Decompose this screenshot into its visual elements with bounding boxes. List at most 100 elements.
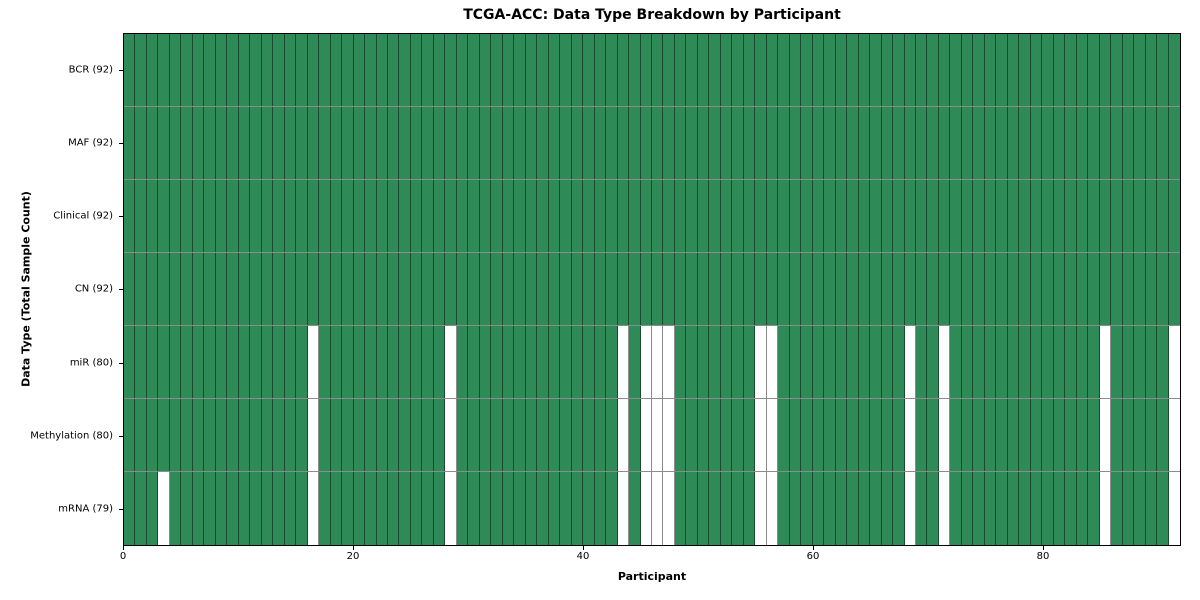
heatmap-cell [388,34,400,106]
heatmap-cell [870,180,882,252]
heatmap-cell [686,107,698,179]
heatmap-cell [571,34,584,106]
heatmap-cell [502,399,515,471]
heatmap-cell [1042,107,1054,179]
heatmap-cell [755,34,767,106]
heatmap-cell [479,326,492,398]
heatmap-cell [755,472,767,545]
heatmap-cell [1030,253,1043,325]
heatmap-cell [893,180,905,252]
heatmap-cell [583,399,595,471]
heatmap-cell [353,253,366,325]
heatmap-cell [456,399,469,471]
heatmap-cell [399,34,411,106]
heatmap-cell [410,34,423,106]
heatmap-cell [1053,472,1066,545]
heatmap-cell [606,34,618,106]
heatmap-cell [916,180,928,252]
heatmap-cell [778,180,790,252]
y-tick-label: MAF (92) [68,137,113,149]
heatmap-cell [893,472,905,545]
heatmap-cell [663,326,675,398]
heatmap-cell [1076,326,1089,398]
heatmap-cell [824,472,836,545]
heatmap-cell [468,34,480,106]
heatmap-cell [973,180,985,252]
heatmap-cell [445,472,457,545]
heatmap-cell [537,326,549,398]
heatmap-cell [583,472,595,545]
heatmap-cell [181,472,193,545]
heatmap-cell [456,472,469,545]
heatmap-cell [686,326,698,398]
heatmap-cell [422,34,434,106]
heatmap-cell [973,107,985,179]
heatmap-cell [548,180,561,252]
heatmap-cell [514,253,526,325]
heatmap-cell [1042,34,1054,106]
heatmap-cell [468,107,480,179]
heatmap-cell [1134,472,1146,545]
heatmap-cell [1042,326,1054,398]
heatmap-cell [1065,180,1077,252]
heatmap-cell [617,472,630,545]
heatmap-cell [663,253,675,325]
heatmap-cell [548,399,561,471]
heatmap-cell [456,34,469,106]
heatmap-row-mir [124,326,1180,399]
heatmap-cell [606,180,618,252]
heatmap-cell [1111,107,1123,179]
heatmap-cell [686,472,698,545]
heatmap-cell [789,34,802,106]
heatmap-cell [847,472,859,545]
heatmap-cell [697,472,710,545]
heatmap-cell [801,326,813,398]
heatmap-cell [594,326,607,398]
heatmap-cell [1053,399,1066,471]
heatmap-cell [135,326,147,398]
heatmap-cell [652,399,664,471]
heatmap-cell [1019,107,1031,179]
y-tick-mark [119,436,123,438]
heatmap-cell [950,107,962,179]
heatmap-cell [422,253,434,325]
heatmap-cell [514,107,526,179]
y-tick-row: Clinical (92) [0,180,123,253]
heatmap-cell [192,34,205,106]
heatmap-cell [124,34,136,106]
heatmap-cell [1157,326,1169,398]
heatmap-cell [537,34,549,106]
heatmap-cell [1168,180,1180,252]
heatmap-cell [1053,180,1066,252]
heatmap-cell [169,326,182,398]
heatmap-cell [1053,107,1066,179]
heatmap-cell [273,107,285,179]
heatmap-cell [640,253,652,325]
heatmap-cell [973,399,985,471]
heatmap-cell [743,399,756,471]
heatmap-cell [973,34,985,106]
heatmap-cell [250,107,262,179]
y-tick-mark [119,289,123,291]
heatmap-cell [399,472,411,545]
heatmap-cell [525,326,538,398]
heatmap-cell [571,253,584,325]
heatmap-cell [525,107,538,179]
heatmap-cell [789,472,802,545]
y-tick-label: Clinical (92) [53,210,113,222]
heatmap-cell [296,34,308,106]
y-tick-mark [119,69,123,71]
heatmap-cell [410,180,423,252]
heatmap-cell [766,472,779,545]
heatmap-cell [468,253,480,325]
heatmap-cell [227,34,239,106]
heatmap-cell [1134,399,1146,471]
heatmap-cell [514,399,526,471]
heatmap-cell [445,399,457,471]
heatmap-cell [227,253,239,325]
heatmap-cell [1111,326,1123,398]
heatmap-cell [1099,472,1112,545]
heatmap-cell [238,472,251,545]
heatmap-cell [583,253,595,325]
heatmap-cell [1122,253,1135,325]
